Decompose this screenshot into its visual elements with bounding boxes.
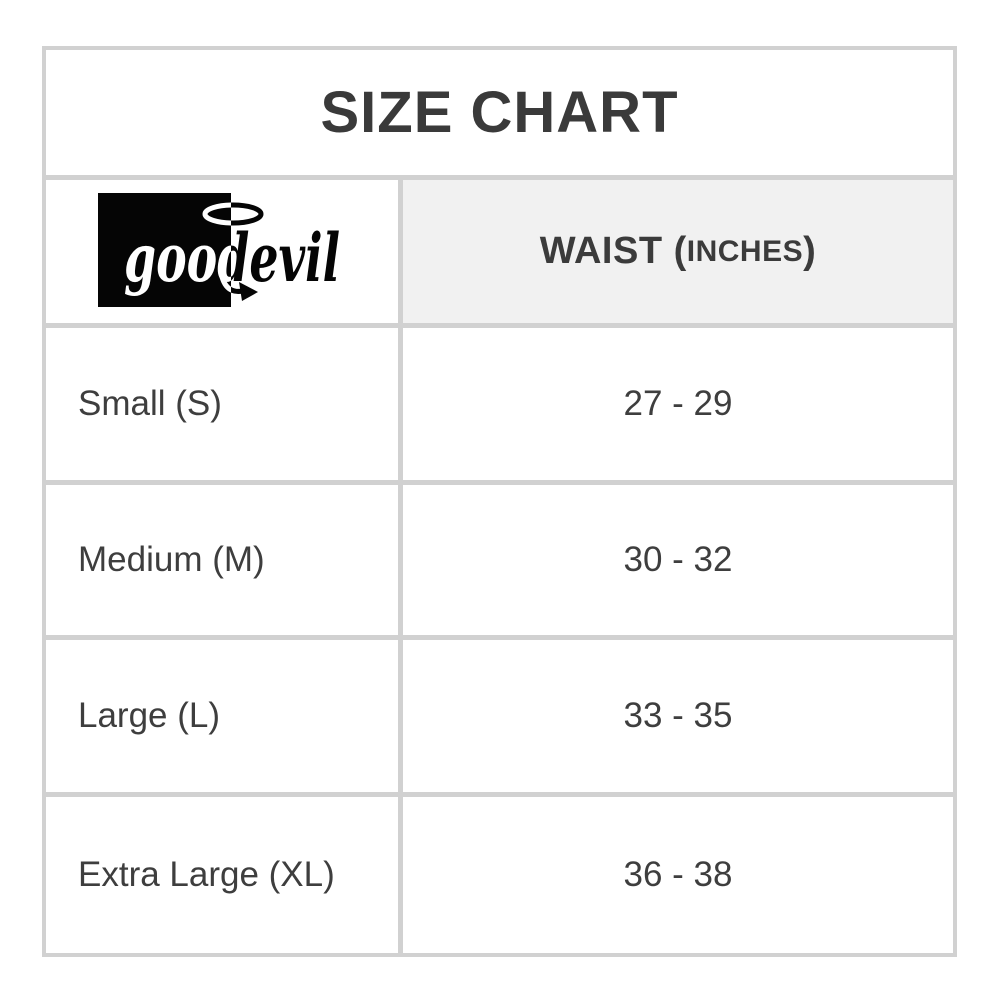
waist-value: 27 - 29: [623, 384, 733, 423]
devil-tail-arrow-icon: [231, 286, 244, 294]
waist-value: 33 - 35: [623, 696, 733, 735]
waist-value-cell: 27 - 29: [403, 328, 953, 480]
waist-value: 30 - 32: [623, 540, 733, 579]
brand-wordmark: goodevil: [124, 219, 340, 297]
page-title: SIZE CHART: [46, 50, 953, 175]
waist-header-suffix: ): [803, 230, 817, 272]
waist-value-cell: 36 - 38: [403, 797, 953, 953]
size-label: Small (S): [78, 384, 222, 423]
waist-column-header: WAIST (INCHES): [403, 180, 953, 323]
waist-value: 36 - 38: [623, 855, 733, 894]
size-label: Extra Large (XL): [78, 855, 335, 894]
size-label-cell: Extra Large (XL): [46, 797, 398, 953]
size-label-cell: Medium (M): [46, 485, 398, 635]
devil-tail-arrow-icon: [219, 275, 231, 292]
size-label: Medium (M): [78, 540, 265, 579]
waist-value-cell: 30 - 32: [403, 485, 953, 635]
brand-wordmark: goodevil: [124, 219, 340, 297]
waist-value-cell: 33 - 35: [403, 640, 953, 792]
halo-icon: [231, 202, 264, 225]
size-label-cell: Large (L): [46, 640, 398, 792]
halo-icon: [202, 202, 231, 225]
devil-tail-arrowhead-icon: [239, 281, 258, 301]
goodevil-logo: goodevil goodevil: [98, 192, 340, 307]
size-label: Large (L): [78, 696, 221, 735]
size-chart-table: SIZE CHART goodevil good: [42, 46, 957, 957]
waist-header-unit: INCHES: [686, 234, 804, 268]
brand-logo-cell: goodevil goodevil: [46, 180, 398, 323]
waist-header-prefix: WAIST (: [539, 230, 687, 272]
size-label-cell: Small (S): [46, 328, 398, 480]
